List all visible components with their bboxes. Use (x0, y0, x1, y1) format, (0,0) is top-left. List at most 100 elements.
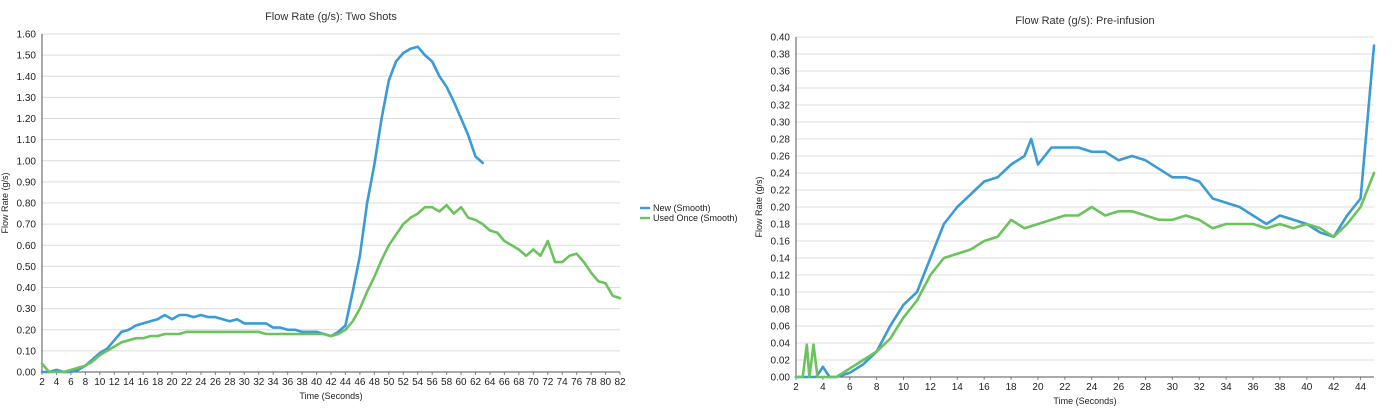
pre-infusion-y-tick-label: 0.20 (771, 203, 791, 214)
pre-infusion-x-tick-label: 18 (1006, 382, 1018, 393)
two-shots-x-tick-label: 58 (441, 377, 453, 388)
two-shots-x-tick-label: 62 (470, 377, 482, 388)
two-shots-x-tick-label: 12 (109, 377, 121, 388)
pre-infusion-y-tick-label: 0.12 (771, 271, 791, 282)
pre-infusion-series-used-once-line (794, 171, 1376, 379)
pre-infusion-y-tick-label: 0.40 (771, 33, 791, 44)
two-shots-x-tick-label: 74 (557, 377, 569, 388)
two-shots-x-tick-label: 48 (369, 377, 381, 388)
two-shots-y-tick-label: 0.20 (17, 325, 37, 336)
two-shots-y-tick-label: 1.20 (17, 114, 37, 125)
two-shots-y-tick-label: 1.10 (17, 135, 37, 146)
pre-infusion-x-tick-label: 8 (874, 382, 880, 393)
pre-infusion-x-tick-label: 42 (1328, 382, 1340, 393)
two-shots-y-tick-label: 1.00 (17, 156, 37, 167)
pre-infusion-x-tick-label: 2 (793, 382, 799, 393)
pre-infusion-y-tick-label: 0.14 (771, 254, 791, 265)
two-shots-x-tick-label: 56 (427, 377, 439, 388)
two-shots-x-tick-label: 82 (614, 377, 626, 388)
pre-infusion-y-axis-label: Flow Rate (g/s) (754, 176, 764, 237)
two-shots-y-tick-label: 1.40 (17, 72, 37, 83)
two-shots-x-tick-label: 40 (311, 377, 323, 388)
pre-infusion-y-tick-label: 0.00 (771, 373, 791, 384)
pre-infusion-x-tick-label: 12 (925, 382, 937, 393)
pre-infusion-x-tick-label: 38 (1274, 382, 1286, 393)
pre-infusion-x-tick-label: 40 (1301, 382, 1313, 393)
two-shots-x-tick-label: 36 (282, 377, 294, 388)
pre-infusion-y-tick-label: 0.08 (771, 305, 791, 316)
two-shots-x-tick-label: 72 (542, 377, 554, 388)
two-shots-x-tick-label: 20 (166, 377, 178, 388)
pre-infusion-y-tick-label: 0.34 (771, 84, 791, 95)
two-shots-x-axis-label: Time (Seconds) (299, 391, 362, 401)
two-shots-series-new-line (40, 45, 485, 374)
two-shots-y-tick-label: 0.10 (17, 346, 37, 357)
pre-infusion-x-tick-label: 14 (952, 382, 964, 393)
two-shots-x-tick-label: 8 (83, 377, 89, 388)
two-shots-y-tick-label: 1.50 (17, 51, 37, 62)
pre-infusion-x-tick-label: 44 (1355, 382, 1367, 393)
two-shots-y-tick-label: 0.00 (17, 368, 37, 379)
pre-infusion-y-tick-label: 0.28 (771, 135, 791, 146)
two-shots-x-tick-label: 70 (528, 377, 540, 388)
two-shots-x-tick-label: 32 (253, 377, 265, 388)
two-shots-x-tick-label: 30 (239, 377, 251, 388)
two-shots-x-tick-label: 10 (94, 377, 106, 388)
pre-infusion-x-tick-label: 36 (1247, 382, 1259, 393)
two-shots-x-tick-label: 14 (123, 377, 135, 388)
two-shots-y-tick-label: 0.70 (17, 220, 37, 231)
two-shots-x-tick-label: 44 (340, 377, 352, 388)
two-shots-y-tick-label: 0.40 (17, 283, 37, 294)
pre-infusion-series-new-line (794, 44, 1376, 379)
two-shots-x-tick-label: 16 (138, 377, 150, 388)
two-shots-x-tick-label: 46 (354, 377, 366, 388)
pre-infusion-x-tick-label: 34 (1221, 382, 1233, 393)
two-shots-x-tick-label: 18 (152, 377, 164, 388)
pre-infusion-x-tick-label: 22 (1059, 382, 1071, 393)
pre-infusion-x-tick-label: 4 (820, 382, 826, 393)
two-shots-x-tick-label: 80 (600, 377, 612, 388)
two-shots-y-tick-label: 1.30 (17, 93, 37, 104)
legend-label-used-once: Used Once (Smooth) (653, 213, 738, 223)
two-shots-x-tick-label: 26 (210, 377, 222, 388)
pre-infusion-x-tick-label: 16 (979, 382, 991, 393)
two-shots-y-tick-label: 0.30 (17, 304, 37, 315)
two-shots-x-tick-label: 4 (54, 377, 60, 388)
pre-infusion-x-tick-label: 28 (1140, 382, 1152, 393)
two-shots-x-tick-label: 2 (39, 377, 45, 388)
pre-infusion-x-tick-label: 32 (1194, 382, 1206, 393)
pre-infusion-y-tick-label: 0.06 (771, 322, 791, 333)
pre-infusion-x-tick-label: 24 (1086, 382, 1098, 393)
two-shots-y-tick-label: 0.50 (17, 262, 37, 273)
two-shots-x-tick-label: 34 (268, 377, 280, 388)
two-shots-series-used-once-line (40, 203, 622, 374)
pre-infusion-x-tick-label: 6 (847, 382, 853, 393)
pre-infusion-y-tick-label: 0.30 (771, 118, 791, 129)
pre-infusion-x-tick-label: 30 (1167, 382, 1179, 393)
two-shots-x-tick-label: 24 (195, 377, 207, 388)
two-shots-x-tick-label: 42 (325, 377, 337, 388)
pre-infusion-y-tick-label: 0.32 (771, 101, 791, 112)
pre-infusion-x-tick-label: 20 (1032, 382, 1044, 393)
two-shots-x-tick-label: 22 (181, 377, 193, 388)
two-shots-x-tick-label: 28 (224, 377, 236, 388)
two-shots-chart-title: Flow Rate (g/s): Two Shots (265, 11, 397, 23)
two-shots-x-tick-label: 60 (455, 377, 467, 388)
pre-infusion-x-axis-label: Time (Seconds) (1053, 396, 1116, 406)
pre-infusion-y-tick-label: 0.16 (771, 237, 791, 248)
two-shots-y-tick-label: 0.90 (17, 177, 37, 188)
pre-infusion-chart-title: Flow Rate (g/s): Pre-infusion (1015, 15, 1154, 27)
two-shots-y-tick-label: 1.60 (17, 30, 37, 41)
two-shots-y-axis-label: Flow Rate (g/s) (0, 172, 10, 233)
two-shots-x-tick-label: 66 (499, 377, 511, 388)
two-shots-x-tick-label: 64 (484, 377, 496, 388)
pre-infusion-x-tick-label: 10 (898, 382, 910, 393)
pre-infusion-y-tick-label: 0.18 (771, 220, 791, 231)
two-shots-x-tick-label: 38 (297, 377, 309, 388)
pre-infusion-y-tick-label: 0.38 (771, 50, 791, 61)
two-shots-x-tick-label: 54 (412, 377, 424, 388)
two-shots-y-tick-label: 0.80 (17, 199, 37, 210)
two-shots-x-tick-label: 76 (571, 377, 583, 388)
